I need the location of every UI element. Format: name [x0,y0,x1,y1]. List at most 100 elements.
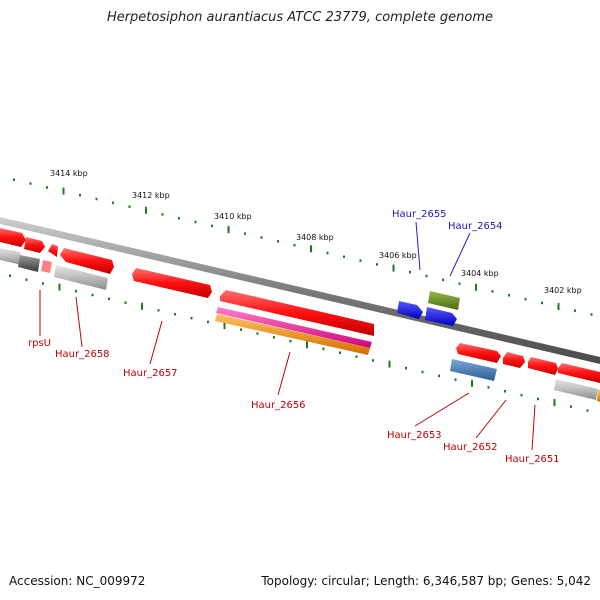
gene-feature-haur2652[interactable] [503,352,525,368]
major-tick [223,322,226,330]
minor-tick [372,359,374,362]
inner-scale-ticks [9,274,589,412]
minor-tick [537,397,539,401]
minor-tick [157,309,160,312]
minor-tick [438,374,440,378]
gene-feature-blue[interactable] [397,301,423,319]
minor-tick [174,313,176,316]
major-tick [475,283,477,291]
gene-feature-haur2656-pink[interactable] [216,307,372,348]
minor-tick [442,278,444,282]
gene-feature-olive[interactable] [428,291,460,310]
minor-tick [487,386,490,389]
minor-tick [211,224,213,228]
gene-feature-darkgray[interactable] [18,255,40,272]
gene-feature-right-gray[interactable] [554,379,598,400]
minor-tick [13,178,15,181]
gene-feature-haur2658-red[interactable] [60,248,114,274]
major-tick [471,379,473,387]
minor-tick [570,405,572,408]
minor-tick [178,217,180,220]
leader-line [277,351,291,396]
gene-feature[interactable] [24,237,45,253]
scale-label-3402: 3402 kbp [544,286,582,295]
minor-tick [79,193,81,197]
leader-line [531,404,536,451]
minor-tick [289,339,292,343]
major-tick [62,187,65,195]
outer-scale-ticks [13,178,593,316]
minor-tick [194,220,197,224]
gene-label-haur2657[interactable]: Haur_2657 [123,368,178,379]
minor-tick [25,278,28,281]
scale-label-3406: 3406 kbp [379,251,417,260]
major-tick [310,245,312,253]
gene-feature-left-top[interactable] [0,228,26,247]
gene-feature-right-orange[interactable] [597,390,600,402]
major-tick [227,226,230,234]
major-tick [58,283,61,291]
minor-tick [508,294,510,297]
scale-label-3412: 3412 kbp [132,191,170,200]
minor-tick [590,313,593,316]
gene-label-haur2654[interactable]: Haur_2654 [448,221,503,232]
minor-tick [112,201,114,205]
leader-line [149,320,163,365]
minor-tick [9,274,11,277]
gene-label-rpsu[interactable]: rpsU [28,338,51,349]
gene-feature-blue-lower[interactable] [425,307,457,326]
minor-tick [376,263,378,266]
minor-tick [108,297,110,301]
leader-line [449,232,471,277]
gene-feature-haur2656[interactable] [220,290,374,336]
genome-backbone [0,217,600,364]
scale-label-3404: 3404 kbp [461,269,499,278]
minor-tick [128,205,131,208]
minor-tick [524,297,527,301]
gene-label-haur2653[interactable]: Haur_2653 [387,430,442,441]
minor-tick [491,290,494,293]
minor-tick [454,378,457,381]
gene-feature-haur2656-orange[interactable] [215,314,370,355]
major-tick [392,264,395,272]
major-tick [306,341,308,349]
minor-tick [207,320,209,324]
major-tick [141,302,143,310]
minor-tick [326,251,329,255]
gene-feature-haur2651-red[interactable] [528,357,558,375]
gene-feature-haur2653-red[interactable] [456,343,501,363]
gene-label-haur2652[interactable]: Haur_2652 [443,442,498,453]
minor-tick [91,293,94,297]
gene-feature-haur2658[interactable] [54,265,108,290]
minor-tick [322,347,325,351]
minor-tick [273,336,275,339]
minor-tick [339,351,341,354]
scale-label-3414: 3414 kbp [50,169,88,178]
gene-feature-haur2657[interactable] [132,268,212,298]
minor-tick [293,243,296,247]
gene-feature-gray-left[interactable] [0,248,22,265]
minor-tick [409,270,411,274]
accession-text: Accession: NC_009972 [9,574,146,588]
minor-tick [425,274,428,278]
gene-label-haur2651[interactable]: Haur_2651 [505,454,560,465]
gene-feature[interactable] [48,244,58,257]
gene-label-haur2656[interactable]: Haur_2656 [251,400,306,411]
major-tick [388,360,391,368]
gene-feature-right-red[interactable] [558,363,600,383]
gene-feature-pink-small[interactable] [41,260,52,273]
leader-line [415,221,421,271]
minor-tick [29,182,32,185]
major-tick [145,206,147,214]
minor-tick [161,213,164,216]
map-title: Herpetosiphon aurantiacus ATCC 23779, co… [106,10,494,25]
gene-feature-haur2653[interactable] [450,359,497,381]
scale-label-3408: 3408 kbp [296,233,334,242]
gene-label-haur2658[interactable]: Haur_2658 [55,349,110,360]
minor-tick [504,390,506,393]
minor-tick [124,301,127,304]
gene-label-haur2655[interactable]: Haur_2655 [392,209,447,220]
minor-tick [244,232,246,235]
minor-tick [586,409,589,412]
